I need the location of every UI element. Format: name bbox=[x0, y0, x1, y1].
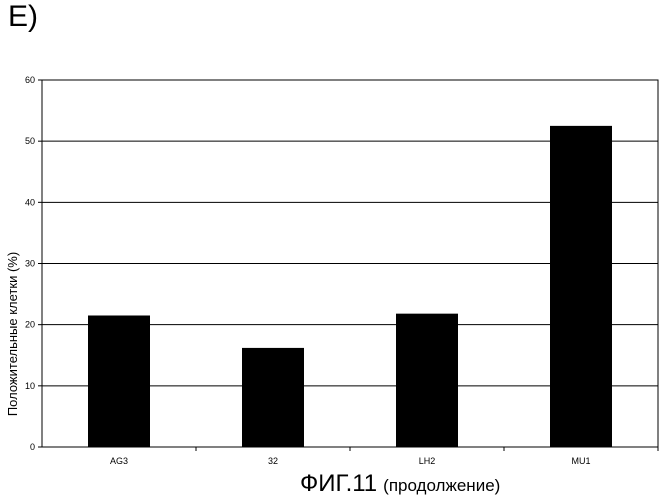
bar-lh2 bbox=[396, 314, 458, 447]
x-tick-label: LH2 bbox=[419, 456, 436, 466]
x-tick-label: AG3 bbox=[110, 456, 128, 466]
bar-ag3 bbox=[88, 315, 150, 447]
figure-caption: ФИГ.11 (продолжение) bbox=[300, 470, 500, 498]
x-tick-label: MU1 bbox=[571, 456, 590, 466]
bar-32 bbox=[242, 348, 304, 447]
figure-caption-sub: (продолжение) bbox=[383, 476, 500, 495]
y-tick-label: 60 bbox=[25, 75, 35, 85]
y-tick-labels: 0 10 20 30 40 50 60 bbox=[25, 75, 35, 452]
y-tick-label: 40 bbox=[25, 197, 35, 207]
y-tick-label: 50 bbox=[25, 136, 35, 146]
x-tick-labels: AG3 32 LH2 MU1 bbox=[110, 456, 591, 466]
y-axis-label: Положительные клетки (%) bbox=[5, 252, 20, 416]
bar-mu1 bbox=[550, 126, 612, 447]
y-tick-label: 0 bbox=[30, 442, 35, 452]
bars bbox=[88, 126, 612, 447]
figure-caption-main: ФИГ.11 bbox=[300, 470, 377, 497]
x-tick-label: 32 bbox=[268, 456, 278, 466]
y-tick-label: 20 bbox=[25, 320, 35, 330]
y-tick-label: 30 bbox=[25, 259, 35, 269]
y-tick-label: 10 bbox=[25, 381, 35, 391]
